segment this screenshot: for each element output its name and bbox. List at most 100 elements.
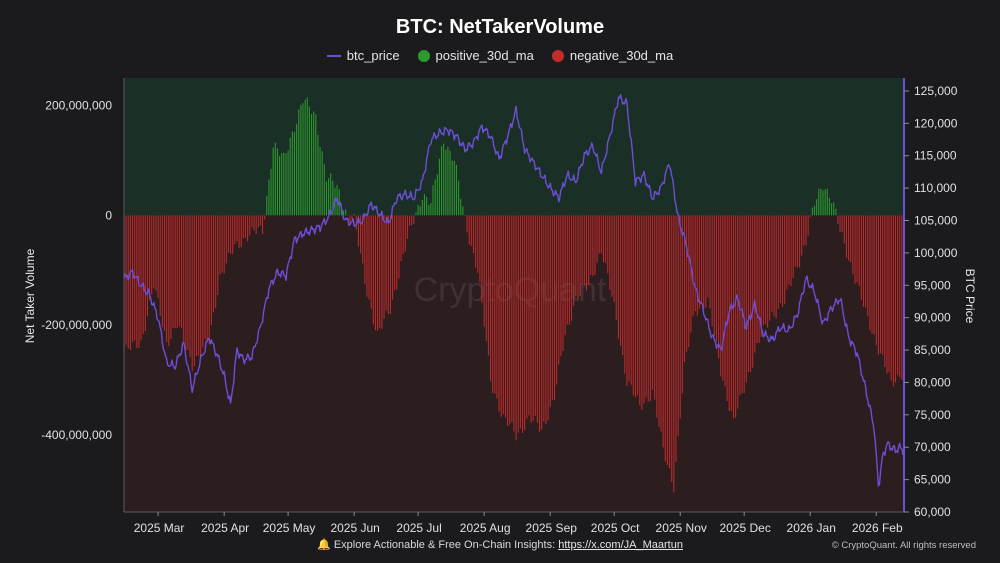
negative-bar [839,215,841,232]
positive-bar [428,204,430,216]
negative-bar [767,215,769,328]
x-tick-label: 2025 Mar [134,521,185,535]
negative-bar [494,215,496,394]
negative-bar [551,215,553,400]
negative-bar [230,215,232,254]
negative-bar [677,215,679,436]
negative-bar [718,215,720,359]
negative-bar [615,215,617,321]
negative-bar [686,215,688,352]
y2-tick-label: 90,000 [914,311,951,325]
negative-bar [200,215,202,357]
negative-bar [519,215,521,429]
line-swatch-icon [326,54,341,57]
negative-bar [140,215,142,341]
x-tick-label: 2025 Jun [330,521,379,535]
negative-bar [560,215,562,357]
negative-bar [688,215,690,348]
positive-bar [833,202,835,216]
negative-bar [747,215,749,373]
positive-bar [432,185,434,216]
negative-bar [539,215,541,432]
legend-item-negative[interactable]: negative_30d_ma [551,48,673,63]
negative-bar [577,215,579,301]
negative-bar [671,215,673,482]
positive-bar [328,177,330,216]
negative-bar [662,215,664,448]
negative-bar [381,215,383,329]
positive-bar [332,180,334,216]
negative-bar [223,215,225,274]
x-tick-label: 2025 Apr [201,521,249,535]
negative-bar [850,215,852,263]
positive-bar [276,148,278,216]
negative-bar [234,215,236,245]
negative-bar [735,215,737,418]
negative-bar [507,215,509,426]
negative-bar [502,215,504,415]
negative-bar [884,215,886,367]
positive-bar [291,131,293,216]
negative-bar [626,215,628,386]
negative-bar [899,215,901,378]
y2-axis-label: BTC Price [963,269,977,324]
legend-label: btc_price [346,48,400,63]
negative-bar [524,215,526,431]
negative-bar [206,215,208,343]
negative-bar [892,215,894,387]
negative-bar [492,215,494,394]
positive-bar [342,211,345,216]
negative-bar [553,215,556,400]
negative-bar [690,215,692,333]
negative-bar [236,215,238,242]
negative-bar [788,215,790,285]
negative-bar [679,215,681,419]
positive-bar [455,164,458,216]
x-tick-label: 2025 Jul [396,521,441,535]
negative-bar [212,215,215,313]
negative-bar [521,215,524,433]
negative-bar [144,215,146,331]
positive-bar [325,181,328,216]
negative-bar [391,215,394,300]
negative-bar [858,215,860,287]
negative-bar [585,215,588,291]
negative-bar [225,215,227,264]
negative-bar [210,215,212,325]
y-tick-label: 200,000,000 [45,98,112,112]
dot-swatch-icon [417,49,430,62]
y2-tick-label: 115,000 [914,149,957,163]
positive-bar [272,147,274,216]
negative-bar [366,215,368,297]
negative-bar [805,215,807,246]
negative-bar [762,215,764,326]
legend-item-btc-price[interactable]: btc_price [326,48,400,63]
negative-bar [756,215,758,344]
negative-bar [711,215,713,327]
negative-bar [596,215,598,263]
legend-item-positive[interactable]: positive_30d_ma [417,48,534,63]
negative-bar [809,215,811,218]
positive-bar [310,114,313,216]
y-axis-label: Net Taker Volume [23,248,37,343]
negative-bar [142,215,144,334]
negative-bar [862,215,865,307]
negative-bar [607,215,609,274]
negative-bar [634,215,637,398]
negative-bar [645,215,647,398]
negative-bar [792,215,794,278]
negative-bar [362,215,364,264]
x-tick-label: 2025 Oct [591,521,640,535]
negative-bar [558,215,560,365]
negative-bar [526,215,528,419]
y-tick-label: 0 [105,208,112,222]
negative-bar [513,215,515,432]
y2-tick-label: 95,000 [914,278,951,292]
positive-bar [426,196,428,216]
negative-bar [871,215,873,334]
positive-bar [415,212,417,216]
negative-bar [155,215,157,291]
negative-bar [183,215,185,342]
negative-bar [888,215,890,373]
footer-link[interactable]: https://x.com/JA_Maartun [558,539,683,551]
